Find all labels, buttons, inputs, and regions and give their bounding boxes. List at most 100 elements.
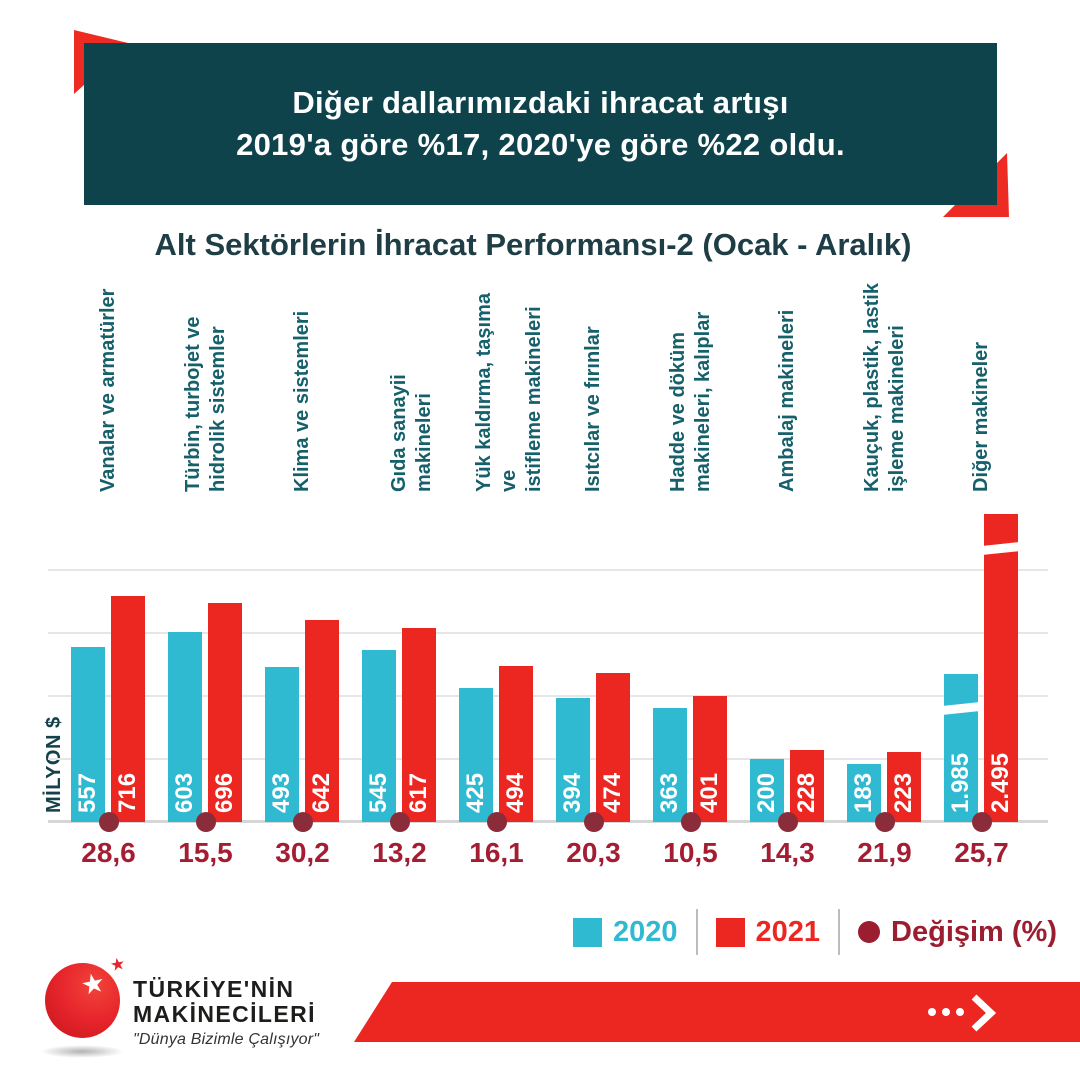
star-icon: ★ xyxy=(78,966,108,1002)
category-label-5: Isıtcılar ve fırınlar xyxy=(582,326,604,492)
change-value-8: 21,9 xyxy=(857,837,912,868)
change-value-6: 10,5 xyxy=(663,837,718,868)
brand-logo[interactable]: TÜRKİYE'NİN MAKİNECİLERİ "Dünya Bizimle … xyxy=(133,977,319,1049)
change-value-2: 30,2 xyxy=(275,837,330,868)
bar-2020-3 xyxy=(362,650,396,822)
bar-2020-1 xyxy=(168,632,202,822)
change-value-7: 14,3 xyxy=(760,837,815,868)
axis-break-mark xyxy=(979,541,1023,556)
category-label-4: Yük kaldırma, taşıma ve istifleme makine… xyxy=(472,293,545,492)
header-banner: Diğer dallarımızdaki ihracat artışı 2019… xyxy=(84,43,997,205)
logo-shadow xyxy=(40,1045,124,1058)
category-label-2: Klima ve sistemleri xyxy=(291,310,313,492)
logo-name-line1: TÜRKİYE'NİN xyxy=(133,976,295,1002)
legend-label-2021: 2021 xyxy=(755,915,821,948)
change-dot-7 xyxy=(777,812,798,832)
legend-separator xyxy=(838,909,841,955)
footer-banner[interactable] xyxy=(354,982,1080,1042)
legend-separator xyxy=(695,909,698,955)
bar-value-2021-9: 2.495 xyxy=(987,752,1014,813)
category-label-6: Hadde ve döküm makineleri, kalıplar xyxy=(666,311,714,492)
chevron-right-icon xyxy=(971,994,997,1032)
bar-value-2020-6: 363 xyxy=(656,772,683,813)
bar-value-2020-7: 200 xyxy=(753,772,780,813)
category-label-1: Türbin, turbojet ve hidrolik sistemler xyxy=(181,316,229,492)
bar-value-2020-8: 183 xyxy=(850,772,877,813)
gridline xyxy=(48,569,1048,571)
category-label-7: Ambalaj makineleri xyxy=(776,309,798,492)
legend-swatch-degisim xyxy=(858,921,881,943)
bar-value-2021-4: 494 xyxy=(502,772,529,813)
bar-value-2021-0: 716 xyxy=(114,772,141,813)
gridline xyxy=(48,695,1048,697)
logo-tagline: "Dünya Bizimle Çalışıyor" xyxy=(133,1031,320,1048)
bar-value-2021-8: 223 xyxy=(890,772,917,813)
change-dot-3 xyxy=(389,812,410,832)
bar-2021-5 xyxy=(596,673,630,822)
bar-2020-6 xyxy=(653,708,687,822)
bar-2021-4 xyxy=(499,666,533,822)
bar-value-2021-5: 474 xyxy=(599,772,626,813)
ellipsis-dots-icon xyxy=(928,1008,964,1016)
change-dot-0 xyxy=(98,812,119,832)
bar-value-2021-2: 642 xyxy=(308,772,335,813)
category-label-8: Kauçuk, plastik, lastik işleme makineler… xyxy=(860,283,908,492)
bar-value-2020-4: 425 xyxy=(462,772,489,813)
bar-2021-7 xyxy=(790,750,824,822)
bar-value-2020-1: 603 xyxy=(171,772,198,813)
change-value-9: 25,7 xyxy=(954,837,1009,868)
bar-value-2020-3: 545 xyxy=(365,772,392,813)
category-label-0: Vanalar ve armatürler xyxy=(97,288,119,492)
bar-2021-9 xyxy=(979,514,1023,822)
chart-title: Alt Sektörlerin İhracat Performansı-2 (O… xyxy=(154,227,912,262)
change-dot-8 xyxy=(874,812,895,832)
legend-label-degisim: Değişim (%) xyxy=(891,915,1058,948)
bar-2020-9 xyxy=(939,674,983,822)
category-label-3: Gıda sanayii makineleri xyxy=(388,374,435,492)
bar-2020-7 xyxy=(750,759,784,822)
bar-value-2021-7: 228 xyxy=(793,772,820,813)
bar-2021-0 xyxy=(111,596,145,822)
bar-value-2020-9: 1.985 xyxy=(947,752,974,813)
logo-circle[interactable] xyxy=(45,963,120,1038)
change-value-3: 13,2 xyxy=(372,837,427,868)
bar-2020-5 xyxy=(556,698,590,822)
change-dot-4 xyxy=(486,812,507,832)
legend-swatch-2021 xyxy=(715,917,745,947)
gridline xyxy=(48,758,1048,760)
bar-2021-2 xyxy=(305,620,339,822)
bar-2020-4 xyxy=(459,688,493,822)
x-axis-line xyxy=(48,820,1048,823)
bar-value-2021-1: 696 xyxy=(211,772,238,813)
change-dot-9 xyxy=(971,812,992,832)
bar-2021-6 xyxy=(693,696,727,822)
change-value-4: 16,1 xyxy=(469,837,524,868)
star-icon-small: ★ xyxy=(108,953,127,976)
bar-value-2021-3: 617 xyxy=(405,772,432,813)
bar-2020-2 xyxy=(265,667,299,822)
bar-2021-8 xyxy=(887,752,921,822)
legend-swatch-2020 xyxy=(573,917,602,947)
bar-value-2020-2: 493 xyxy=(268,772,295,813)
legend-label-2020: 2020 xyxy=(613,915,678,948)
change-value-5: 20,3 xyxy=(566,837,621,868)
header-text-line1: Diğer dallarımızdaki ihracat artışı xyxy=(292,85,789,120)
change-dot-1 xyxy=(195,812,216,832)
bar-value-2020-5: 394 xyxy=(559,772,586,813)
gridline xyxy=(48,632,1048,634)
change-dot-5 xyxy=(583,812,604,832)
bar-2021-1 xyxy=(208,603,242,822)
change-dot-2 xyxy=(292,812,313,832)
bar-2020-0 xyxy=(71,647,105,822)
header-text-line2: 2019'a göre %17, 2020'ye göre %22 oldu. xyxy=(236,127,845,162)
bar-value-2021-6: 401 xyxy=(696,772,723,813)
change-value-0: 28,6 xyxy=(81,837,136,868)
change-value-1: 15,5 xyxy=(178,837,233,868)
bar-2020-8 xyxy=(847,764,881,822)
legend: 2020 2021 Değişim (%) xyxy=(573,907,1057,957)
bar-value-2020-0: 557 xyxy=(74,772,101,813)
bar-2021-3 xyxy=(402,628,436,822)
logo-name-line2: MAKİNECİLERİ xyxy=(133,1001,316,1027)
